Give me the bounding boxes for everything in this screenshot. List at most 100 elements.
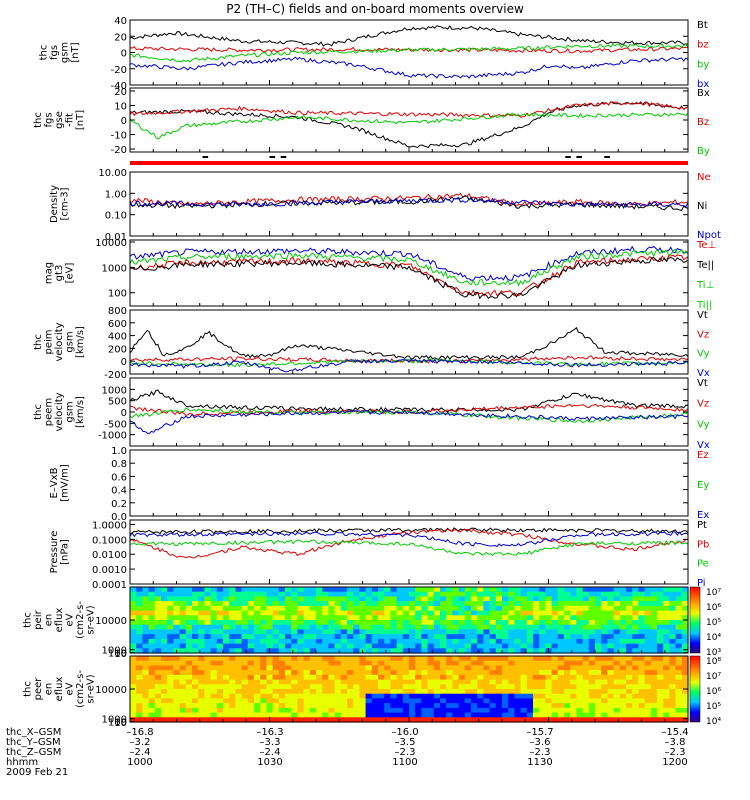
spectrogram-cell: [185, 660, 193, 666]
spectrogram-cell: [433, 610, 441, 616]
spectrogram-cell: [241, 605, 249, 612]
spectrogram-cell: [539, 601, 546, 607]
spectrogram-cell: [502, 656, 509, 662]
spectrogram-cell: [365, 717, 373, 723]
spectrogram-cell: [520, 665, 528, 671]
spectrogram-cell: [210, 629, 218, 635]
spectrogram-cell: [663, 624, 670, 630]
spectrogram-cell: [223, 684, 230, 690]
spectrogram-cell: [551, 648, 559, 654]
spectrogram-cell: [557, 601, 565, 607]
spectrogram-cell: [328, 605, 336, 612]
spectrogram-cell: [340, 624, 348, 630]
spectrogram-cell: [657, 712, 664, 718]
spectrogram-cell: [130, 712, 137, 718]
spectrogram-cell: [477, 615, 484, 621]
spectrogram-cell: [433, 638, 441, 645]
spectrogram-cell: [316, 712, 323, 718]
y-tick-label: 1.00: [105, 189, 127, 200]
spectrogram-cell: [595, 605, 602, 612]
spectrogram-cell: [483, 717, 491, 723]
spectrogram-cell: [316, 689, 323, 695]
spectrogram-cell: [415, 665, 422, 671]
spectrogram-cell: [210, 717, 218, 723]
spectrogram-cell: [297, 610, 305, 616]
spectrogram-cell: [167, 615, 174, 621]
spectrogram-cell: [402, 684, 410, 690]
spectrogram-cell: [291, 703, 298, 709]
spectrogram-cell: [427, 648, 435, 654]
spectrogram-cell: [601, 587, 608, 593]
spectrogram-cell: [365, 615, 373, 621]
spectrogram-cell: [433, 660, 441, 666]
spectrogram-cell: [192, 698, 199, 704]
spectrogram-cell: [415, 698, 422, 704]
spectrogram-cell: [297, 660, 305, 666]
spectrogram-cell: [570, 605, 577, 612]
spectrogram-cell: [322, 674, 329, 681]
spectrogram-cell: [619, 587, 627, 593]
spectrogram-cell: [657, 620, 664, 626]
spectrogram-cell: [452, 634, 460, 640]
spectrogram-cell: [452, 620, 460, 626]
spectrogram-cell: [154, 643, 162, 649]
spectrogram-cell: [502, 712, 509, 718]
spectrogram-cell: [390, 624, 398, 630]
footer-value: –2.3: [529, 747, 551, 758]
spectrogram-cell: [285, 679, 292, 685]
spectrogram-cell: [173, 656, 181, 662]
footer-value: –2.4: [129, 747, 151, 758]
spectrogram-cell: [371, 679, 379, 685]
spectrogram-cell: [427, 665, 435, 671]
spectrogram-cell: [446, 670, 453, 676]
spectrogram-cell: [334, 605, 342, 612]
spectrogram-cell: [353, 679, 360, 685]
spectrogram-cell: [303, 638, 311, 645]
spectrogram-cell: [347, 601, 354, 607]
spectrogram-cell: [576, 698, 584, 704]
spectrogram-cell: [607, 624, 615, 630]
spectrogram-cell: [371, 601, 379, 607]
spectrogram-cell: [340, 638, 348, 645]
spectrogram-cell: [508, 679, 515, 685]
series-line-Npot: [129, 196, 689, 208]
spectrogram-cell: [495, 679, 503, 685]
spectrogram-cell: [371, 596, 379, 602]
spectrogram-cell: [322, 684, 329, 690]
spectrogram-cell: [576, 605, 584, 612]
spectrogram-cell: [303, 629, 311, 635]
spectrogram-cell: [601, 634, 608, 640]
spectrogram-cell: [179, 665, 187, 671]
spectrogram-cell: [216, 674, 224, 681]
spectrogram-cell: [316, 629, 323, 635]
spectrogram-cell: [539, 665, 546, 671]
spectrogram-cell: [210, 648, 218, 654]
spectrogram-cell: [409, 587, 416, 593]
spectrogram-cell: [638, 703, 646, 709]
spectrogram-peir_spec: [130, 587, 689, 654]
spectrogram-cell: [347, 643, 354, 649]
spectrogram-cell: [260, 629, 267, 635]
spectrogram-cell: [452, 670, 460, 676]
legend-entry: Vt: [697, 378, 708, 389]
spectrogram-cell: [533, 674, 540, 681]
colorbar-label: 10⁷: [706, 672, 721, 682]
spectrogram-cell: [638, 707, 646, 714]
spectrogram-cell: [334, 660, 342, 666]
spectrogram-cell: [421, 638, 429, 645]
spectrogram-cell: [632, 693, 639, 699]
spectrogram-cell: [285, 624, 292, 630]
spectrogram-cell: [402, 601, 410, 607]
spectrogram-cell: [471, 629, 478, 635]
spectrogram-cell: [266, 674, 274, 681]
legend-entry: Vt: [697, 310, 708, 321]
spectrogram-cell: [508, 620, 515, 626]
spectrogram-cell: [378, 601, 385, 607]
spectrogram-cell: [533, 601, 540, 607]
spectrogram-cell: [185, 591, 193, 597]
spectrogram-cell: [154, 591, 162, 597]
spectrogram-cell: [173, 605, 181, 612]
spectrogram-cell: [564, 674, 571, 681]
spectrogram-cell: [266, 684, 274, 690]
